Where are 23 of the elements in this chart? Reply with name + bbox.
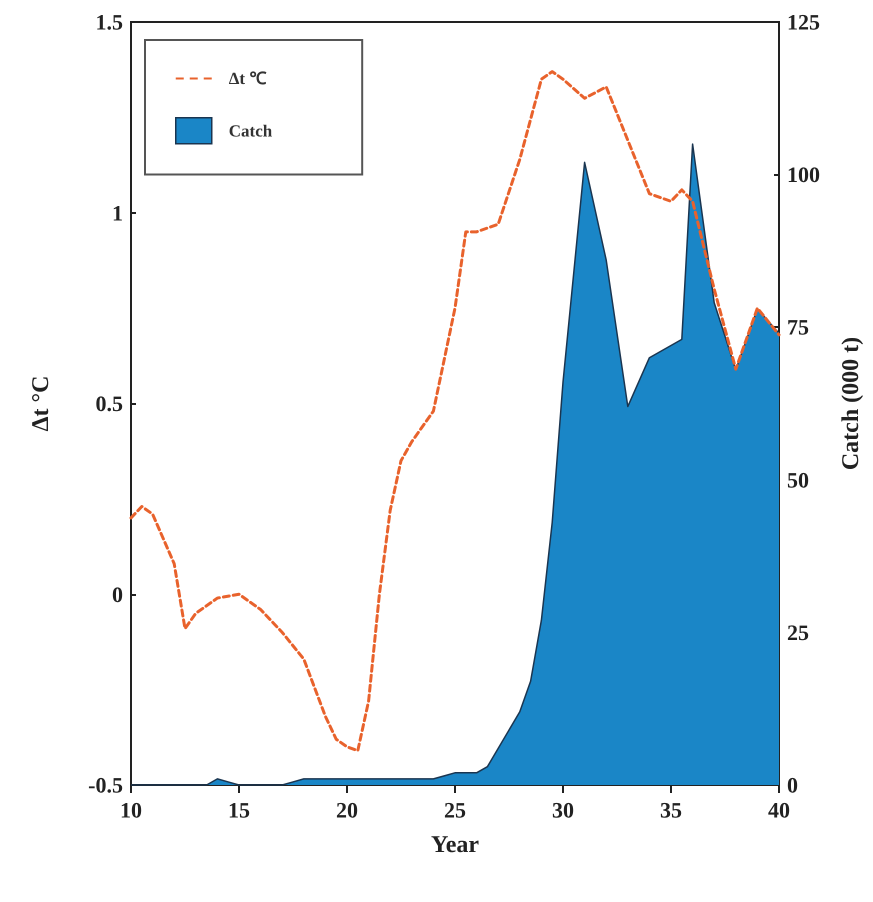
y2-tick-label: 100 <box>787 162 820 188</box>
y-axis-title: Δt °C <box>28 376 54 432</box>
x-axis-title: Year <box>431 832 480 858</box>
x-tick-label: 10 <box>120 798 142 822</box>
y2-tick-label: 50 <box>787 467 809 492</box>
x-tick-label: 15 <box>228 798 250 822</box>
y2-tick-label: 0 <box>787 772 798 798</box>
x-tick-label: 35 <box>660 798 682 822</box>
y2-tick-label: 125 <box>787 10 820 34</box>
y-tick-label: -0.5 <box>88 772 123 798</box>
y-tick-label: 1 <box>112 200 123 226</box>
x-tick-label: 40 <box>768 798 790 822</box>
x-tick-label: 25 <box>444 798 466 822</box>
x-tick-label: 30 <box>552 798 574 822</box>
y-tick-label: 0 <box>112 582 123 607</box>
legend-label: Δt ℃ <box>228 69 266 88</box>
y-tick-label: 1.5 <box>96 10 123 34</box>
y2-tick-label: 75 <box>787 314 809 340</box>
x-tick-label: 20 <box>336 798 358 822</box>
y2-tick-label: 25 <box>787 620 809 645</box>
y2-axis-title: Catch (000 t) <box>838 336 864 470</box>
y-tick-label: 0.5 <box>96 391 123 416</box>
legend-label: Catch <box>228 121 273 140</box>
